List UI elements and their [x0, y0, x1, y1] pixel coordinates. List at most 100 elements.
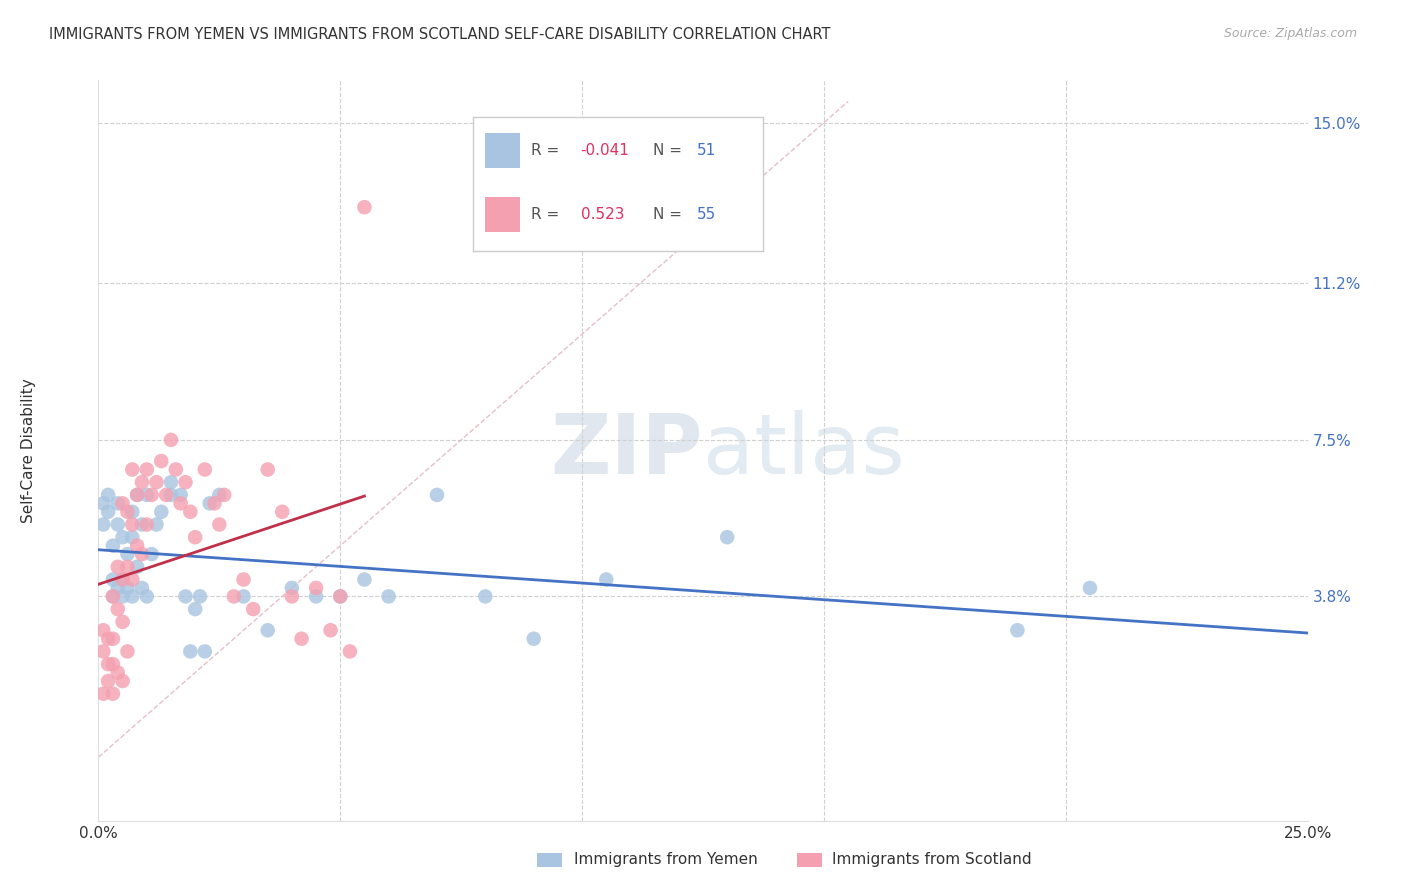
- Point: [117, 505, 139, 519]
- Point: [256, 462, 278, 476]
- Point: [101, 632, 124, 646]
- Point: [281, 590, 304, 604]
- Point: [145, 475, 167, 490]
- Point: [131, 547, 153, 561]
- Point: [135, 590, 157, 604]
- Point: [595, 573, 617, 587]
- Point: [111, 530, 134, 544]
- Y-axis label: Self-Care Disability: Self-Care Disability: [21, 378, 37, 523]
- Point: [271, 505, 294, 519]
- Point: [97, 632, 120, 646]
- Point: [232, 590, 254, 604]
- Point: [305, 581, 328, 595]
- Point: [174, 590, 197, 604]
- Point: [188, 590, 211, 604]
- Point: [426, 488, 449, 502]
- Text: atlas: atlas: [703, 410, 904, 491]
- Point: [377, 590, 399, 604]
- Point: [91, 624, 114, 638]
- Point: [150, 454, 173, 468]
- Point: [91, 517, 114, 532]
- Point: [1078, 581, 1101, 595]
- Point: [111, 673, 134, 688]
- Point: [121, 462, 143, 476]
- Point: [107, 665, 129, 680]
- Point: [127, 539, 149, 553]
- Point: [121, 530, 143, 544]
- Point: [107, 559, 129, 574]
- Point: [127, 559, 149, 574]
- Point: [160, 488, 183, 502]
- Point: [107, 496, 129, 510]
- Point: [141, 488, 163, 502]
- Point: [101, 539, 124, 553]
- Point: [91, 644, 114, 658]
- Bar: [537, 853, 562, 867]
- Point: [107, 517, 129, 532]
- Point: [101, 590, 124, 604]
- Point: [179, 505, 201, 519]
- Point: [281, 581, 304, 595]
- Point: [117, 559, 139, 574]
- Point: [329, 590, 352, 604]
- Point: [256, 624, 278, 638]
- Point: [121, 505, 143, 519]
- Point: [232, 573, 254, 587]
- Point: [165, 462, 187, 476]
- Point: [101, 573, 124, 587]
- Point: [127, 488, 149, 502]
- Point: [339, 644, 361, 658]
- Point: [97, 505, 120, 519]
- Bar: [797, 853, 823, 867]
- Point: [121, 517, 143, 532]
- Point: [91, 496, 114, 510]
- Point: [184, 602, 207, 616]
- Point: [155, 488, 177, 502]
- Point: [169, 488, 191, 502]
- Point: [523, 632, 546, 646]
- Point: [91, 687, 114, 701]
- Point: [111, 573, 134, 587]
- Point: [131, 581, 153, 595]
- Point: [127, 488, 149, 502]
- Point: [131, 475, 153, 490]
- Point: [184, 530, 207, 544]
- Point: [212, 488, 235, 502]
- Point: [111, 590, 134, 604]
- Point: [208, 517, 231, 532]
- Point: [141, 547, 163, 561]
- Point: [290, 632, 312, 646]
- Point: [107, 602, 129, 616]
- Point: [107, 581, 129, 595]
- Point: [101, 590, 124, 604]
- Point: [101, 657, 124, 672]
- Point: [174, 475, 197, 490]
- Point: [204, 496, 226, 510]
- Point: [716, 530, 738, 544]
- Point: [353, 573, 375, 587]
- Point: [135, 462, 157, 476]
- Point: [97, 673, 120, 688]
- Point: [117, 547, 139, 561]
- Point: [101, 687, 124, 701]
- Text: Source: ZipAtlas.com: Source: ZipAtlas.com: [1223, 27, 1357, 40]
- Point: [1007, 624, 1029, 638]
- Point: [97, 488, 120, 502]
- Point: [474, 590, 496, 604]
- Point: [208, 488, 231, 502]
- Text: ZIP: ZIP: [551, 410, 703, 491]
- Point: [353, 200, 375, 214]
- Point: [222, 590, 245, 604]
- Point: [198, 496, 221, 510]
- Point: [117, 644, 139, 658]
- Point: [111, 496, 134, 510]
- Point: [160, 475, 183, 490]
- Point: [319, 624, 342, 638]
- Point: [150, 505, 173, 519]
- Point: [135, 488, 157, 502]
- Point: [135, 517, 157, 532]
- Point: [305, 590, 328, 604]
- Point: [329, 590, 352, 604]
- Text: IMMIGRANTS FROM YEMEN VS IMMIGRANTS FROM SCOTLAND SELF-CARE DISABILITY CORRELATI: IMMIGRANTS FROM YEMEN VS IMMIGRANTS FROM…: [49, 27, 831, 42]
- Text: Immigrants from Scotland: Immigrants from Scotland: [832, 853, 1032, 867]
